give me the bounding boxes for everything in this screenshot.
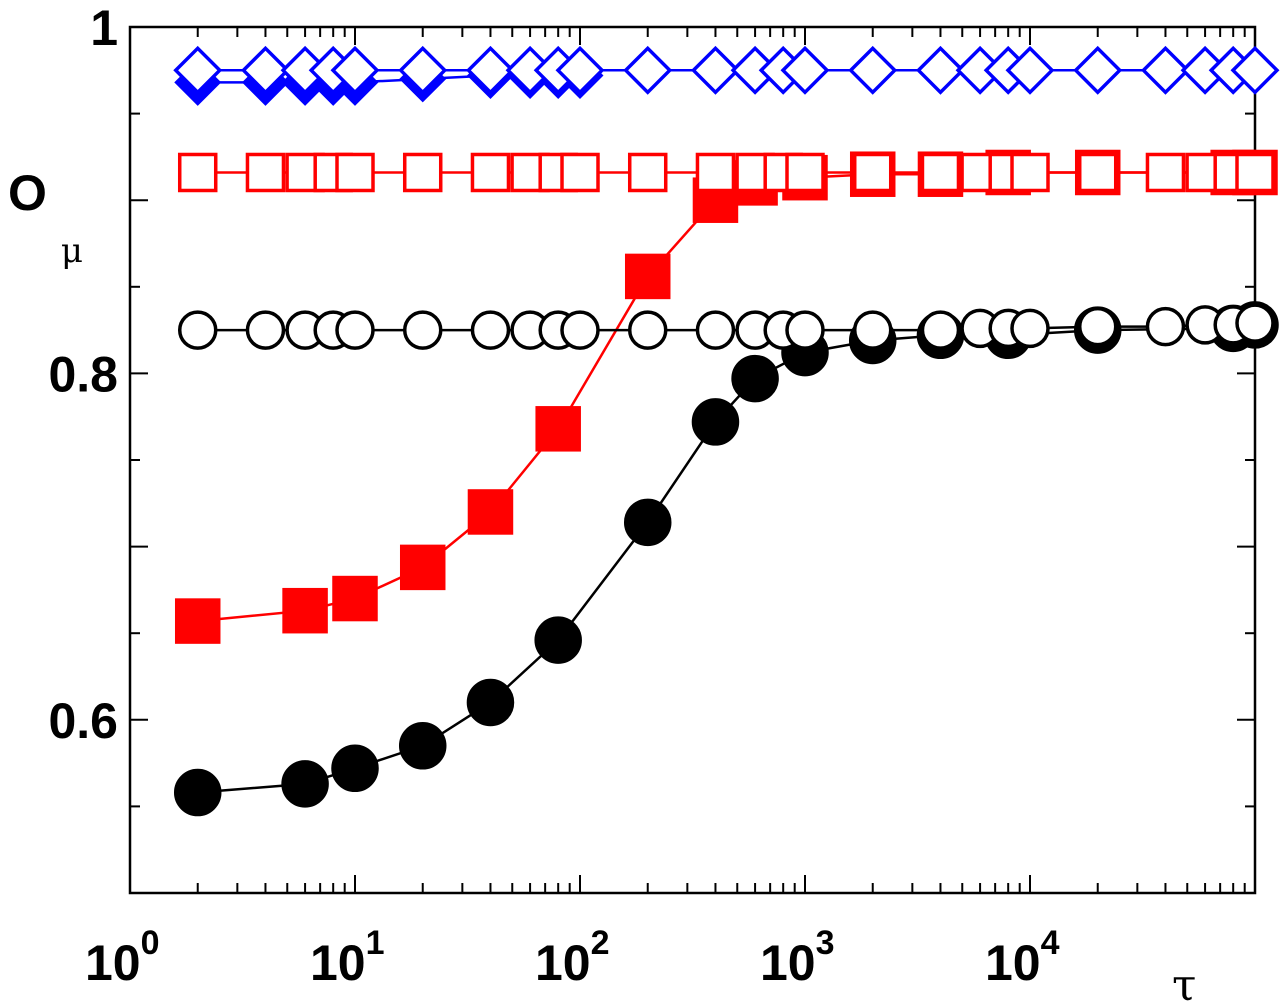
- data-point: [402, 310, 443, 350]
- data-point: [785, 152, 825, 193]
- x-tick-label: 102: [535, 924, 610, 991]
- x-tick-label: 100: [85, 924, 160, 991]
- x-tick-label-exponent: 4: [1041, 924, 1060, 962]
- data-point: [470, 310, 511, 350]
- x-tick-label-base: 10: [760, 935, 816, 991]
- series-line: [197, 171, 1255, 623]
- series-circle-filled: [173, 301, 1279, 817]
- data-point: [399, 544, 446, 591]
- data-point: [177, 152, 218, 193]
- data-point: [1077, 306, 1118, 347]
- data-point: [560, 310, 600, 350]
- data-point: [1140, 45, 1190, 95]
- data-point: [174, 598, 221, 644]
- data-point: [177, 310, 218, 350]
- x-tick-label-exponent: 0: [141, 924, 160, 962]
- x-tick-label-exponent: 1: [366, 924, 385, 962]
- series-circle-open: [177, 303, 1275, 350]
- data-point: [624, 253, 671, 300]
- data-point: [466, 678, 515, 727]
- data-point: [852, 310, 893, 350]
- x-tick-label-base: 10: [310, 935, 366, 991]
- data-point: [1073, 45, 1123, 95]
- data-point: [173, 768, 222, 817]
- y-tick-label: 0.6: [48, 693, 118, 749]
- data-point: [398, 722, 447, 770]
- data-point: [335, 310, 375, 350]
- data-point: [332, 575, 378, 622]
- data-point: [915, 45, 965, 95]
- data-point: [1010, 152, 1050, 193]
- data-point: [467, 489, 514, 535]
- data-point: [560, 152, 600, 193]
- data-point: [282, 587, 328, 634]
- data-point: [470, 152, 511, 193]
- data-point: [780, 45, 830, 95]
- data-point: [627, 310, 668, 350]
- data-series: [173, 45, 1280, 817]
- y-axis-label-main: O: [8, 165, 47, 221]
- data-point: [331, 744, 379, 793]
- series-square-open: [177, 152, 1275, 193]
- data-point: [623, 45, 673, 95]
- data-point: [695, 152, 736, 193]
- data-point: [1010, 308, 1050, 349]
- data-point: [555, 45, 605, 95]
- data-point: [623, 498, 672, 547]
- data-point: [330, 45, 380, 95]
- y-axis-label-subscript: μ: [61, 231, 83, 271]
- data-point: [1077, 152, 1118, 193]
- data-point: [173, 45, 223, 95]
- x-tick-label: 103: [760, 924, 835, 991]
- data-point: [1235, 152, 1275, 193]
- x-axis-label: τ: [1172, 960, 1196, 1004]
- x-tick-label: 101: [310, 924, 385, 991]
- data-point: [690, 45, 740, 95]
- x-tick-label-base: 10: [85, 935, 141, 991]
- data-point: [1005, 45, 1055, 95]
- data-point: [627, 152, 668, 193]
- axis-labels: O μ τ: [8, 165, 1196, 1004]
- data-point: [848, 45, 898, 95]
- data-point: [465, 45, 515, 95]
- data-point: [920, 152, 961, 193]
- x-tick-label: 104: [985, 924, 1060, 991]
- data-point: [1145, 306, 1186, 347]
- data-point: [402, 152, 443, 193]
- data-point: [535, 406, 581, 452]
- data-point: [1235, 303, 1275, 343]
- y-tick-label: 1: [90, 0, 118, 56]
- data-point: [335, 152, 375, 193]
- data-point: [691, 398, 740, 446]
- x-tick-label-base: 10: [985, 935, 1041, 991]
- data-point: [240, 45, 290, 95]
- series-line: [197, 323, 1256, 794]
- series-diamond-open: [173, 45, 1280, 95]
- y-tick-label: 0.8: [48, 346, 118, 402]
- y-axis-label: O μ: [8, 165, 83, 271]
- x-tick-label-exponent: 3: [816, 924, 835, 962]
- data-point: [852, 152, 893, 193]
- data-point: [1145, 152, 1186, 193]
- series-square-filled: [174, 149, 1278, 644]
- data-point: [731, 354, 779, 403]
- data-point: [920, 310, 961, 350]
- x-tick-label-exponent: 2: [591, 924, 610, 962]
- data-point: [398, 45, 448, 95]
- data-point: [785, 310, 825, 350]
- data-point: [534, 616, 582, 664]
- data-point: [245, 310, 286, 350]
- data-point: [245, 152, 286, 193]
- data-point: [281, 760, 329, 808]
- data-point: [695, 310, 736, 350]
- data-point: [1230, 45, 1280, 95]
- x-tick-label-base: 10: [535, 935, 591, 991]
